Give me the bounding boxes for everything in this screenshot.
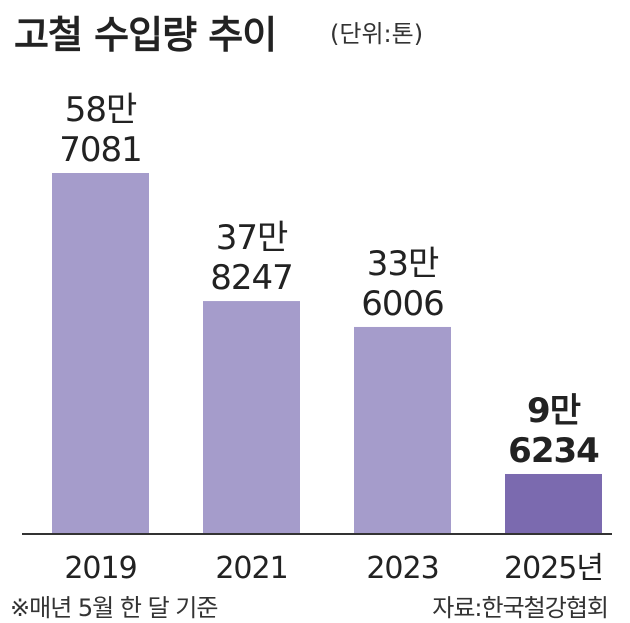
x-tick-label: 2019 [64,551,136,586]
x-tick-label: 2021 [215,551,287,586]
chart-title: 고철 수입량 추이 [14,13,277,57]
bar-2025년 [505,473,602,533]
data-label-line1: 58만 [65,90,137,130]
x-tick-label: 2025년 [504,551,603,586]
unit-label: (단위:톤) [330,20,424,48]
data-label-line2: 8247 [210,258,293,298]
data-label-line2: 6234 [508,431,599,471]
data-label-line1: 9만 [527,391,581,431]
data-label-line1: 33만 [367,244,439,284]
bar-2023 [354,326,451,533]
bar-2021 [203,301,300,533]
data-label-line2: 6006 [361,284,444,324]
data-label-line2: 7081 [59,130,142,170]
source-note: 자료:한국철강협회 [432,594,609,622]
x-tick-label: 2023 [366,551,438,586]
footnote: ※매년 5월 한 달 기준 [10,594,218,622]
bar-2019 [52,173,149,533]
data-label-line1: 37만 [216,218,288,258]
